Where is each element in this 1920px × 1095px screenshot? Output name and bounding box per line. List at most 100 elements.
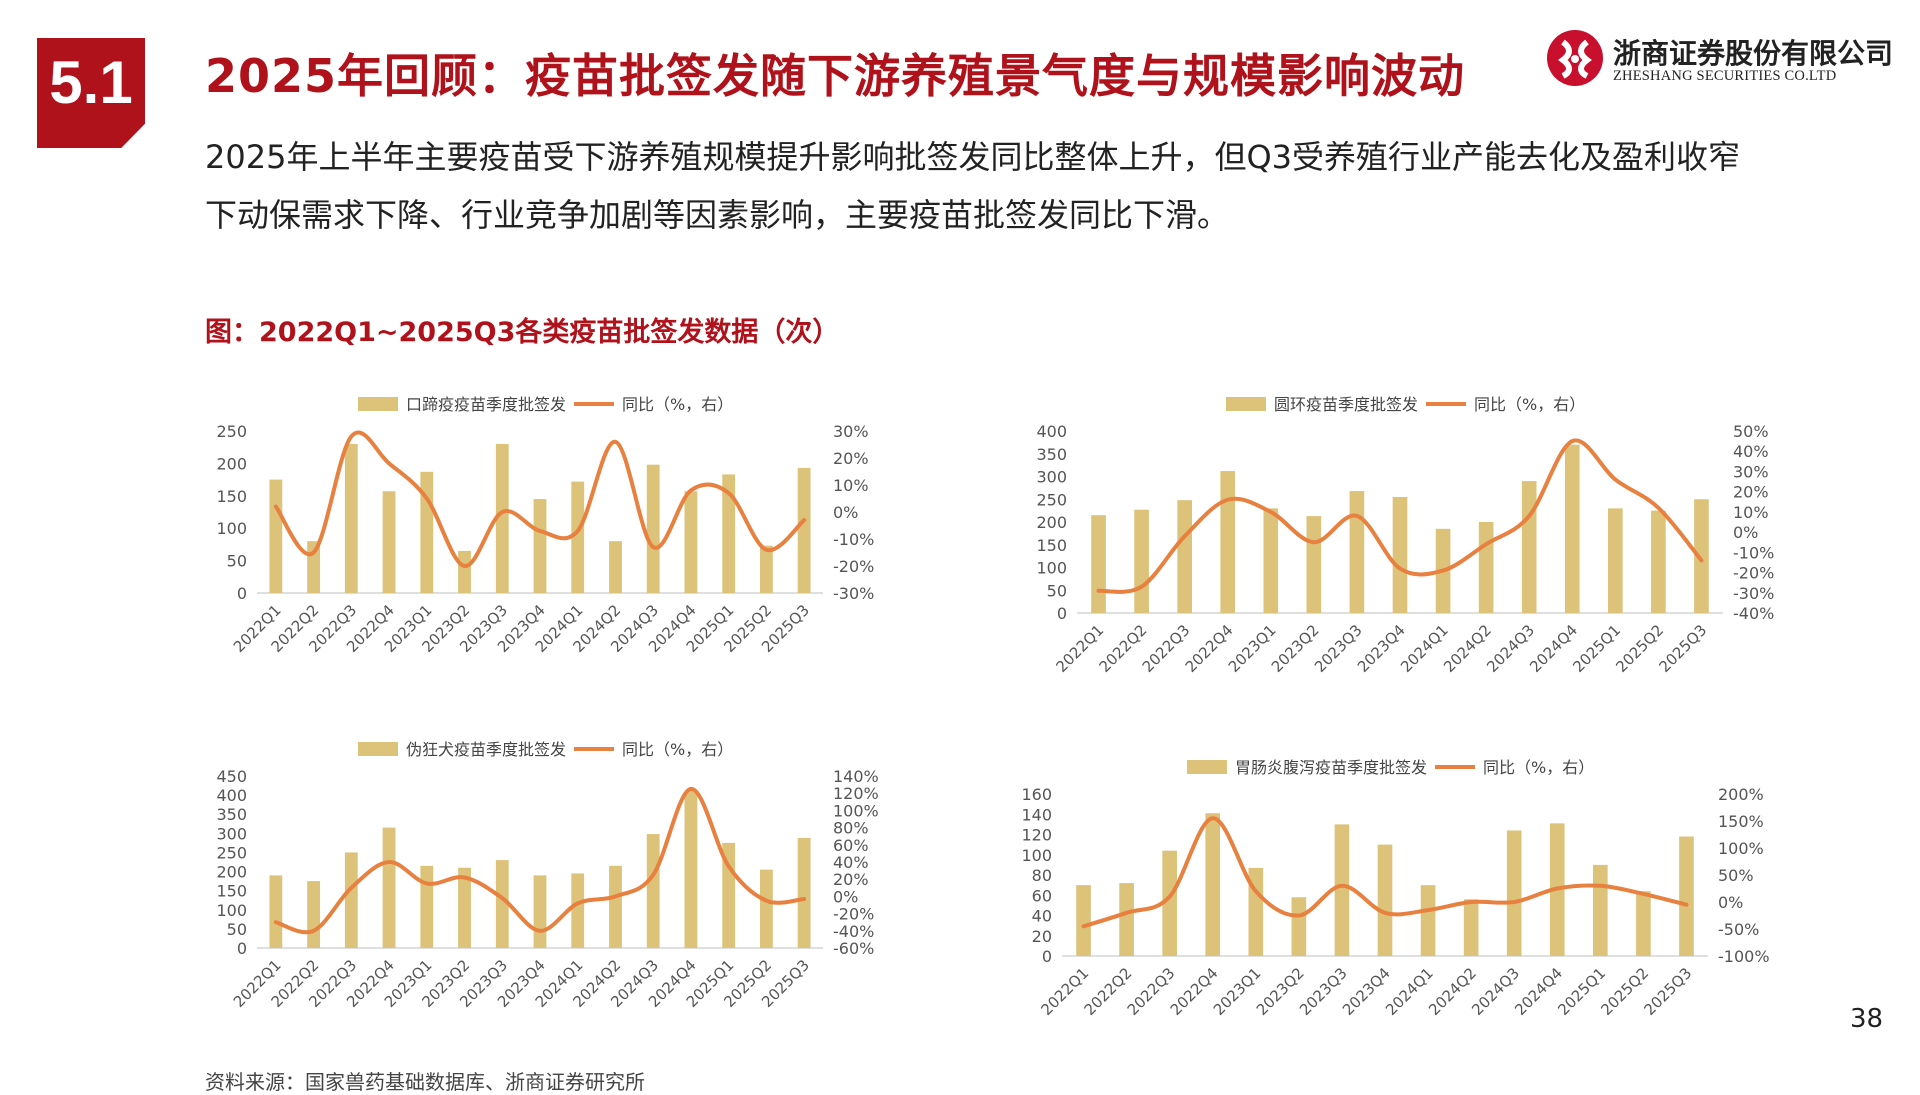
bar-2024Q1	[1420, 885, 1436, 956]
y-tick-label: 350	[1036, 445, 1067, 464]
bar-2024Q2	[609, 865, 622, 948]
yoy-line	[273, 786, 807, 935]
y-tick-label: 20	[1032, 927, 1052, 946]
y2-tick-label: -40%	[833, 922, 874, 941]
chart-legend: 圆环疫苗季度批签发 同比（%，右）	[1226, 395, 1585, 414]
bar-2024Q4	[1564, 444, 1580, 613]
bar-2025Q2	[759, 869, 773, 948]
bar-2025Q3	[1694, 499, 1709, 613]
yoy-line	[273, 430, 807, 568]
bar-2024Q2	[609, 541, 622, 593]
y-tick-label: 150	[216, 487, 247, 506]
bar-2024Q3	[646, 464, 660, 593]
bar-2024Q3	[1506, 830, 1522, 956]
y2-tick-label: 60%	[833, 836, 869, 855]
legend-bar-swatch	[358, 742, 398, 756]
y2-tick-label: -60%	[833, 939, 874, 958]
bar-2022Q2	[307, 881, 321, 948]
page-number: 38	[1850, 1004, 1884, 1034]
y-tick-label: 80	[1032, 866, 1052, 885]
bar-2022Q1	[1076, 885, 1091, 956]
section-number: 5.1	[49, 49, 133, 116]
legend-bar-label: 口蹄疫疫苗季度批签发	[406, 395, 566, 414]
bar-2024Q1	[571, 481, 585, 593]
bar-2022Q3	[1177, 500, 1192, 613]
bar-2022Q3	[1162, 850, 1177, 956]
bar-2023Q2	[1291, 897, 1307, 956]
y-tick-label: 100	[1021, 846, 1052, 865]
y2-tick-label: 100%	[833, 801, 879, 820]
bar-2025Q1	[1593, 864, 1608, 956]
legend-line-label: 同比（%，右）	[622, 740, 733, 759]
company-name-en: ZHESHANG SECURITIES CO.LTD	[1613, 68, 1837, 84]
chart-circovirus-vaccine: 圆环疫苗季度批签发 同比（%，右） 0 50 100 150 200 250 300 350 400…	[1015, 385, 1815, 705]
y-tick-label: 300	[1036, 468, 1067, 487]
bar-2025Q3	[797, 467, 811, 593]
y2-tick-label: 0%	[1733, 523, 1758, 542]
bar-2024Q2	[1478, 522, 1494, 613]
y-tick-label: 0	[237, 584, 247, 603]
bar-2025Q3	[1679, 836, 1694, 956]
legend-bar-swatch	[1187, 760, 1227, 774]
chart-legend: 胃肠炎腹泻疫苗季度批签发 同比（%，右）	[1187, 758, 1594, 777]
bar-2025Q3	[797, 837, 811, 948]
y-tick-label: 0	[1042, 947, 1052, 966]
y2-tick-label: 30%	[1733, 462, 1769, 481]
legend-line-label: 同比（%，右）	[1474, 395, 1585, 414]
bar-2022Q4	[1205, 813, 1221, 956]
y-tick-label: 60	[1032, 886, 1052, 905]
bar-2024Q4	[684, 790, 698, 948]
x-tick-label: 2025Q3	[1640, 964, 1695, 1019]
zheshang-logo-icon	[1547, 30, 1603, 86]
y-tick-label: 160	[1021, 785, 1052, 804]
legend-bar-label: 胃肠炎腹泻疫苗季度批签发	[1235, 758, 1427, 777]
chart-fmd-vaccine: 口蹄疫疫苗季度批签发 同比（%，右） 0 50 100 150 200 250 -30% -20%…	[195, 385, 915, 685]
bar-2023Q2	[458, 867, 471, 948]
bar-2023Q1	[1263, 508, 1279, 613]
y2-tick-label: 140%	[833, 767, 879, 786]
y2-tick-label: -40%	[1733, 604, 1774, 623]
bar-2025Q2	[1651, 510, 1666, 613]
y2-tick-label: -30%	[1733, 584, 1774, 603]
y-tick-label: 200	[1036, 513, 1067, 532]
source-note: 资料来源：国家兽药基础数据库、浙商证券研究所	[205, 1070, 645, 1094]
chart-svg: 伪狂犬疫苗季度批签发 同比（%，右）05010015020025030035040…	[216, 740, 879, 1011]
y2-tick-label: 0%	[833, 503, 858, 522]
bar-2022Q1	[1091, 515, 1106, 613]
y2-tick-label: 100%	[1718, 839, 1764, 858]
legend-bar-label: 伪狂犬疫苗季度批签发	[406, 740, 566, 759]
y2-tick-label: 120%	[833, 784, 879, 803]
y-tick-label: 350	[216, 805, 247, 824]
y-tick-label: 50	[1047, 581, 1067, 600]
bar-2024Q2	[1463, 899, 1479, 956]
y-tick-label: 50	[227, 920, 247, 939]
bar-2023Q3	[1334, 824, 1350, 956]
y2-tick-label: 20%	[833, 870, 869, 889]
y-tick-label: 100	[216, 901, 247, 920]
bar-2022Q1	[269, 875, 283, 948]
bar-2022Q4	[382, 827, 396, 948]
y-tick-label: 0	[237, 939, 247, 958]
y-tick-label: 250	[1036, 490, 1067, 509]
bar-2023Q4	[1377, 844, 1393, 956]
page-title: 2025年回顾：疫苗批签发随下游养殖景气度与规模影响波动	[205, 49, 1466, 103]
y-tick-label: 250	[216, 422, 247, 441]
y2-tick-label: -100%	[1718, 947, 1770, 966]
bar-2023Q4	[533, 875, 547, 948]
bar-2022Q2	[1134, 509, 1149, 613]
chart-svg: 口蹄疫疫苗季度批签发 同比（%，右） 0 50 100 150 200 250 -30% -20%…	[216, 395, 874, 656]
y2-tick-label: 30%	[833, 422, 869, 441]
x-tick-label: 2025Q3	[1655, 621, 1710, 676]
legend-line-label: 同比（%，右）	[622, 395, 733, 414]
y-tick-label: 400	[1036, 422, 1067, 441]
y2-tick-label: -10%	[1733, 543, 1774, 562]
y-tick-label: 450	[216, 767, 247, 786]
chart-gastroenteritis-vaccine: 胃肠炎腹泻疫苗季度批签发 同比（%，右） 0 20 40 60 80 100 120 140 160…	[1000, 748, 1800, 1048]
y2-tick-label: 20%	[1733, 483, 1769, 502]
y2-tick-label: 50%	[1733, 422, 1769, 441]
company-logo: 浙商证券股份有限公司 ZHESHANG SECURITIES CO.LTD	[1545, 28, 1893, 90]
bar-2024Q4	[684, 491, 698, 593]
chart-pseudorabies-vaccine: 伪狂犬疫苗季度批签发 同比（%，右） 0 50 100 150 200 250 300 350 40…	[195, 730, 915, 1040]
y2-tick-label: 50%	[1718, 866, 1754, 885]
chart-legend: 伪狂犬疫苗季度批签发 同比（%，右）	[358, 740, 733, 759]
